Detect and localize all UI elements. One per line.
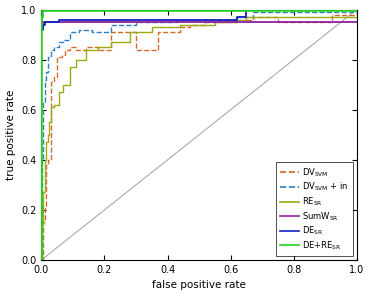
Legend: DV$_{\mathsf{SVM}}$, DV$_{\mathsf{SVM}}$ + in, RE$_{\mathsf{SR}}$, SumW$_{\maths: DV$_{\mathsf{SVM}}$, DV$_{\mathsf{SVM}}$…	[276, 162, 353, 256]
X-axis label: false positive rate: false positive rate	[152, 280, 246, 290]
Y-axis label: true positive rate: true positive rate	[6, 90, 16, 180]
